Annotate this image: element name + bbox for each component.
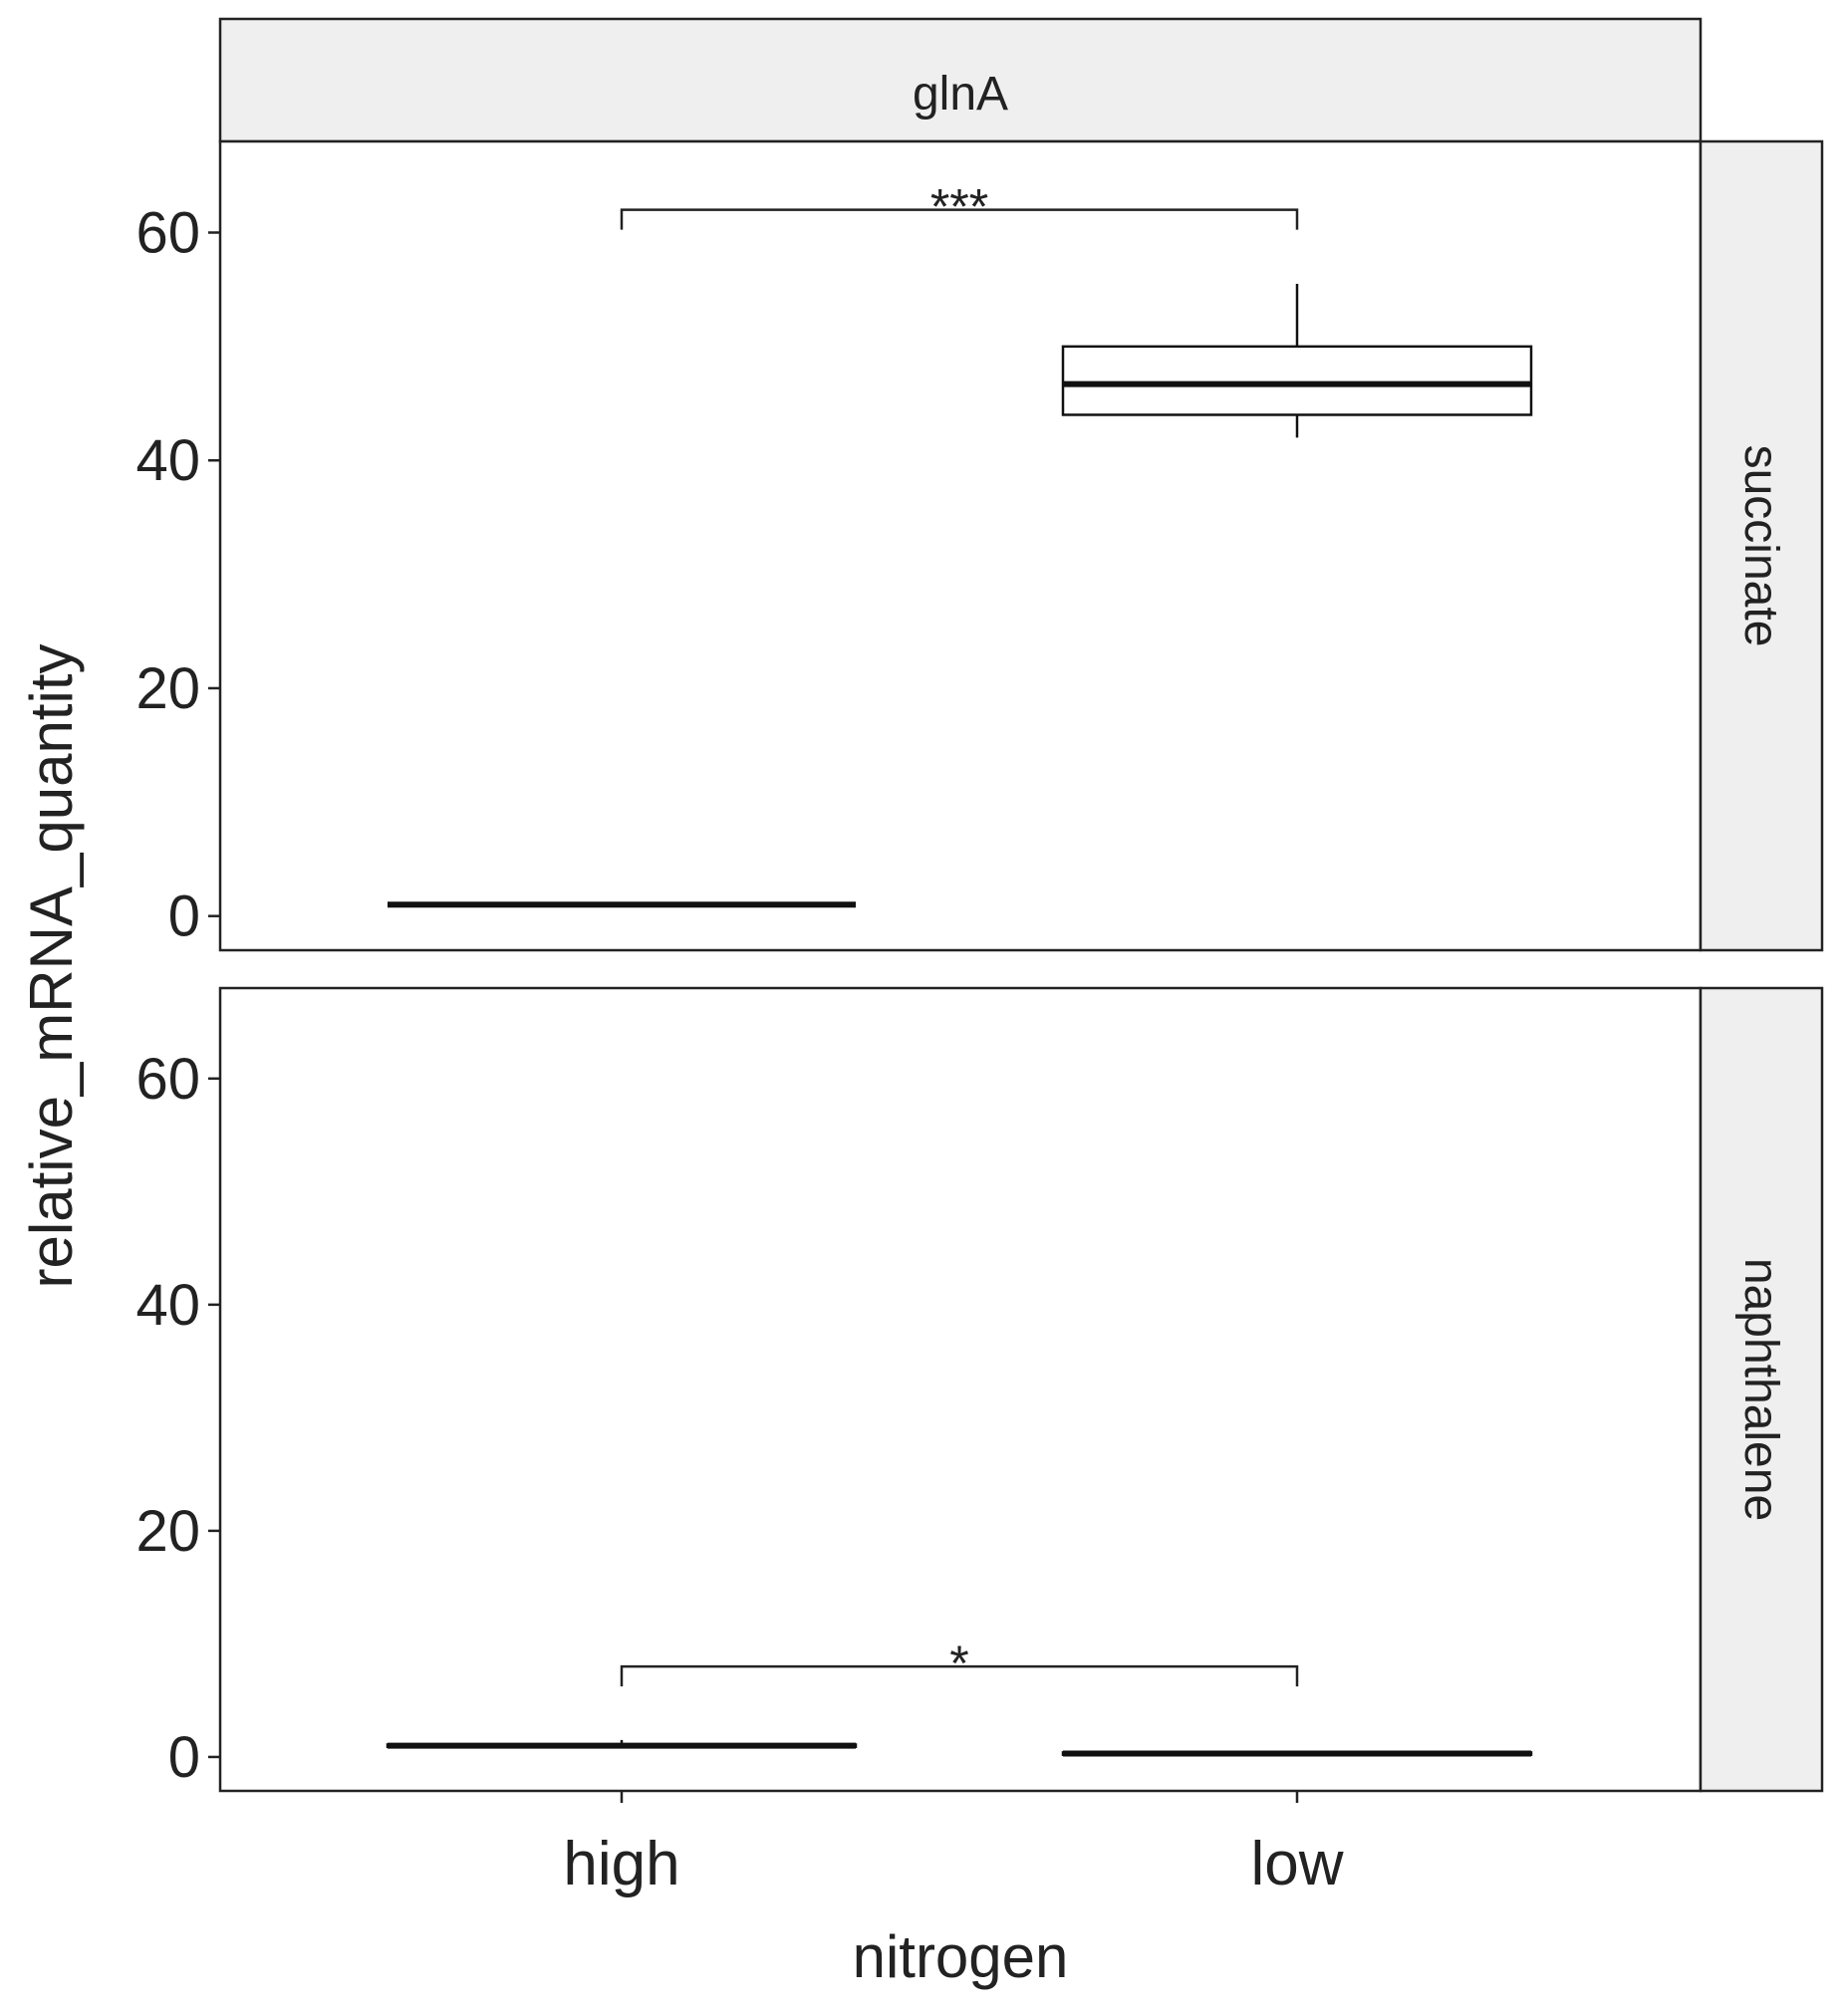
- row-facet-strip-bg: [1699, 986, 1824, 1793]
- panel-frame: [218, 986, 1703, 1793]
- row-facet-label: succinate: [1734, 445, 1787, 647]
- row-facet-label: naphthalene: [1734, 1258, 1787, 1521]
- column-facet-strip-bg: [218, 17, 1703, 143]
- y-tick-label: 60: [135, 200, 200, 265]
- y-tick-label: 0: [168, 884, 200, 949]
- significance-label: ***: [930, 179, 988, 235]
- x-axis: high low: [563, 1791, 1344, 1898]
- y-tick-label: 40: [135, 428, 200, 493]
- significance-bracket: [620, 208, 1299, 230]
- panel-succinate: succinate *** 0 20 40 60: [135, 139, 1824, 952]
- y-tick-label: 20: [135, 1499, 200, 1564]
- panel-naphthalene: naphthalene * 0 20 40 60: [135, 986, 1824, 1793]
- y-tick-label: 40: [135, 1273, 200, 1338]
- y-tick-label: 20: [135, 656, 200, 721]
- row-facet-strip-bg: [1699, 139, 1824, 952]
- y-tick-label: 0: [168, 1725, 200, 1790]
- x-tick-label: low: [1250, 1830, 1343, 1898]
- panel-marks: *: [386, 1636, 1533, 1757]
- box: [1061, 345, 1533, 416]
- column-facet-strip: glnA: [218, 17, 1703, 143]
- panel-marks: ***: [388, 179, 1533, 908]
- significance-label: *: [949, 1636, 968, 1691]
- panel-frame: [218, 139, 1703, 952]
- column-facet-label: glnA: [913, 68, 1008, 121]
- significance-bracket: [620, 1664, 1299, 1687]
- y-axis-title: relative_mRNA_quantity: [18, 644, 85, 1289]
- y-tick-label: 60: [135, 1047, 200, 1112]
- x-tick-label: high: [563, 1830, 679, 1898]
- x-axis-title: nitrogen: [853, 1923, 1069, 1990]
